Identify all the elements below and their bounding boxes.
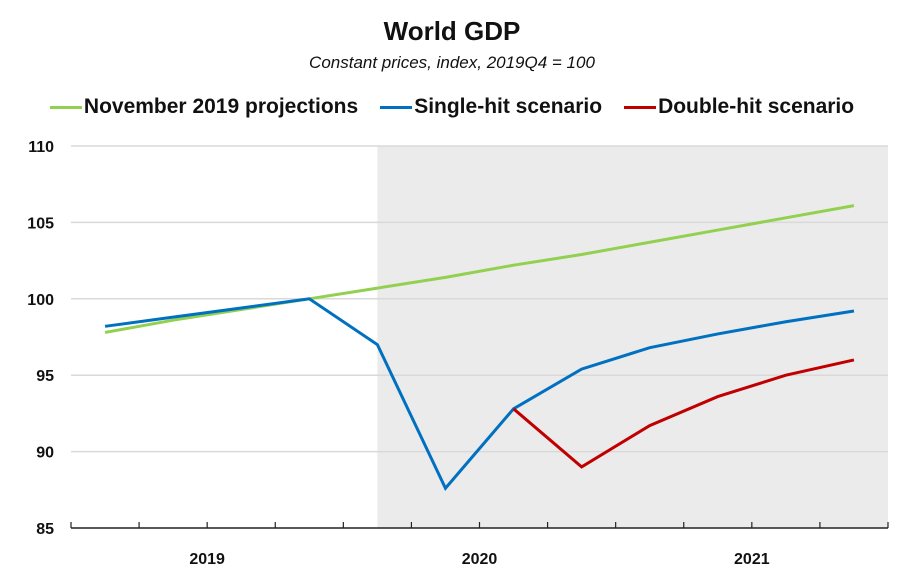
chart-subtitle: Constant prices, index, 2019Q4 = 100 (309, 53, 595, 72)
y-tick-label: 90 (36, 445, 54, 462)
legend-item-november-2019-projections: November 2019 projections (49, 95, 359, 119)
y-tick-label: 100 (27, 292, 54, 309)
y-tick-label: 85 (36, 521, 54, 538)
legend-item-double-hit: Double-hit scenario (624, 95, 854, 119)
legend-item-single-hit: Single-hit scenario (380, 95, 602, 119)
series-line-november-2019-projections (104, 204, 855, 334)
x-tick-label: 2020 (462, 551, 498, 568)
legend-swatch-red (624, 105, 657, 109)
legend-swatch-green (49, 105, 82, 109)
projection-shading (377, 146, 888, 528)
legend: November 2019 projections Single-hit sce… (0, 95, 904, 119)
chart-title: World GDP (383, 16, 521, 46)
series-line-double-hit-scenario (512, 358, 855, 469)
y-tick-label: 110 (28, 139, 54, 156)
legend-label: Single-hit scenario (414, 95, 603, 118)
y-tick-label: 105 (27, 215, 54, 232)
x-tick-label: 2019 (189, 551, 225, 568)
legend-swatch-blue (380, 105, 413, 109)
series-line-single-hit-scenario (104, 297, 855, 492)
y-tick-label: 95 (36, 368, 54, 385)
legend-label: November 2019 projections (83, 95, 359, 118)
legend-label: Double-hit scenario (658, 95, 855, 118)
x-tick-label: 2021 (734, 551, 770, 568)
